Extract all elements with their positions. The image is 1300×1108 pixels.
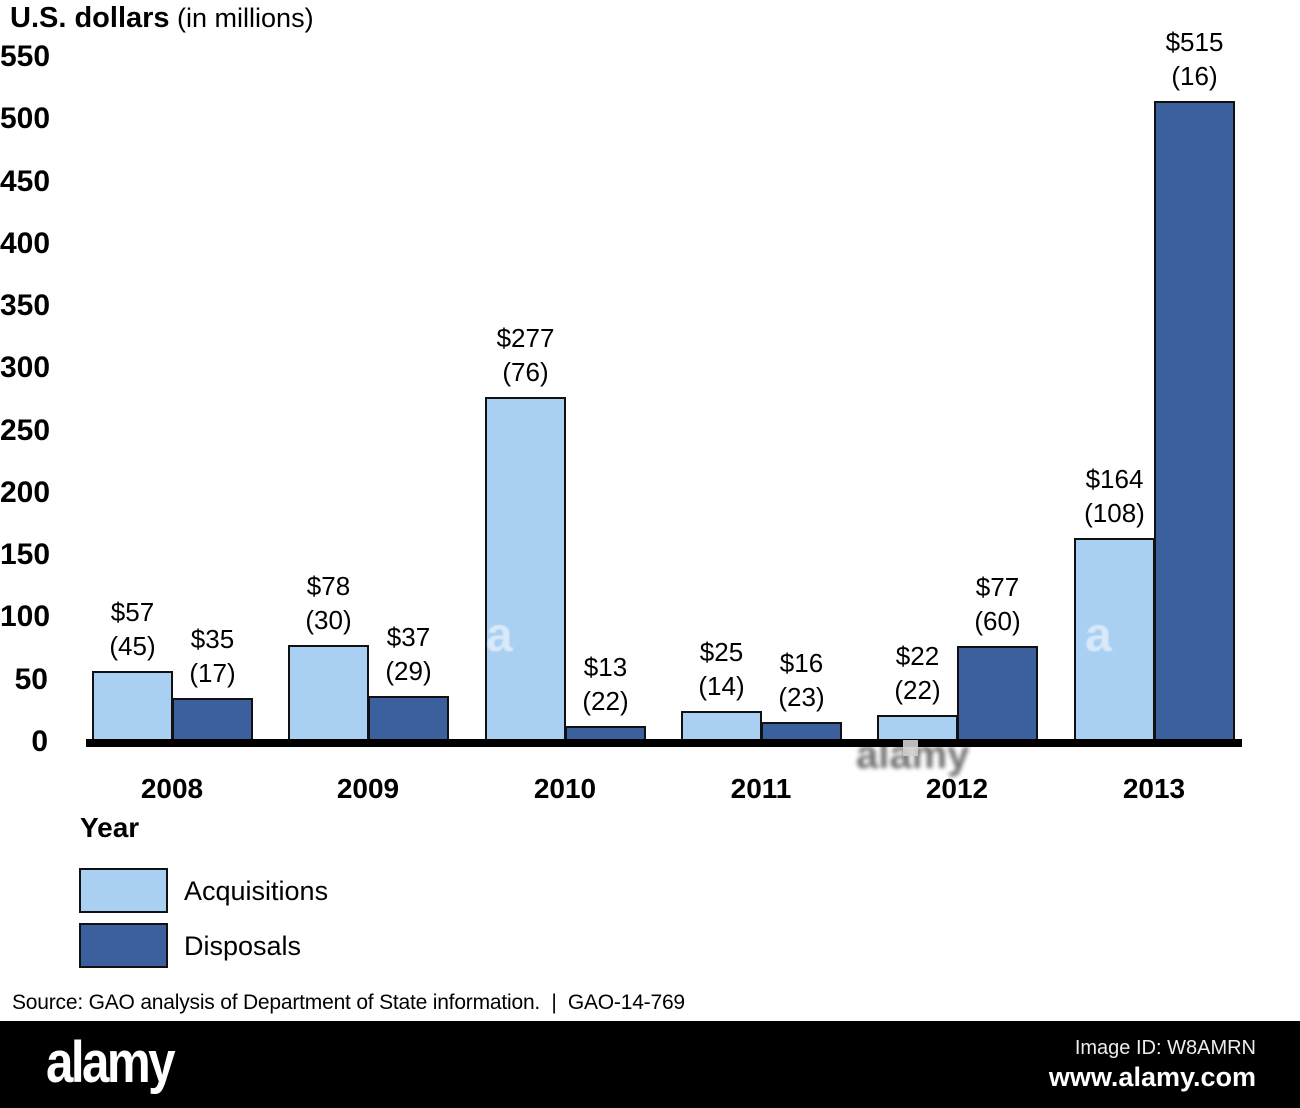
y-tick-400: 400 xyxy=(0,226,51,260)
alamy-info: Image ID: W8AMRN www.alamy.com xyxy=(1049,1035,1256,1093)
acquisitions-bar-2013 xyxy=(1074,537,1155,746)
count-label: (22) xyxy=(582,685,629,716)
x-tick-2010: 2010 xyxy=(533,773,597,804)
x-tick-2009: 2009 xyxy=(336,773,400,804)
value-label: $77 xyxy=(975,572,1020,603)
y-tick-0: 0 xyxy=(31,725,48,758)
count-label: (23) xyxy=(778,682,825,713)
legend-label-disposals: Disposals xyxy=(184,931,302,961)
acquisitions-label-2009: $78 (30) xyxy=(259,569,399,637)
x-tick-2008: 2008 xyxy=(140,773,204,804)
count-label: (108) xyxy=(1084,497,1145,528)
disposals-label-2012: $77 (60) xyxy=(928,570,1068,638)
value-label: $277 xyxy=(496,323,555,353)
chart-title: U.S. dollars (in millions) xyxy=(10,2,314,35)
acquisitions-label-2012: $22 (22) xyxy=(848,639,988,707)
value-label: $37 xyxy=(386,621,431,652)
count-label: (16) xyxy=(1171,60,1218,91)
chart-title-main: U.S. dollars xyxy=(10,2,170,34)
y-tick-350: 350 xyxy=(0,289,51,323)
value-label: $25 xyxy=(699,636,744,667)
disposals-label-2010: $13 (22) xyxy=(536,650,676,718)
disposals-label-2011: $16 (23) xyxy=(732,646,872,714)
value-label: $16 xyxy=(779,648,824,679)
value-label: $57 xyxy=(110,597,155,627)
acquisitions-label-2013: $164 (108) xyxy=(1045,462,1185,530)
alamy-image-id: Image ID: W8AMRN xyxy=(1074,1037,1256,1059)
count-label: (60) xyxy=(974,606,1021,637)
value-label: $13 xyxy=(583,651,628,682)
legend-label-acquisitions: Acquisitions xyxy=(184,876,329,906)
y-tick-450: 450 xyxy=(0,164,51,198)
acquisitions-label-2010: $277 (76) xyxy=(456,321,596,389)
value-label: $164 xyxy=(1085,463,1144,494)
y-tick-200: 200 xyxy=(0,475,51,509)
disposals-label-2009: $37 (29) xyxy=(339,620,479,688)
count-label: (17) xyxy=(189,658,236,689)
value-label: $35 xyxy=(190,624,235,655)
disposals-swatch xyxy=(79,923,168,968)
y-tick-50: 50 xyxy=(14,662,48,696)
alamy-letter-watermark: a xyxy=(486,609,513,662)
x-tick-2012: 2012 xyxy=(925,773,989,804)
acquisitions-label-2011: $25 (14) xyxy=(652,635,792,703)
disposals-label-2008: $35 (17) xyxy=(143,622,283,690)
x-axis-title: Year xyxy=(80,812,140,843)
y-tick-550: 550 xyxy=(0,40,51,73)
value-label: $78 xyxy=(306,570,351,601)
value-label: $22 xyxy=(895,640,940,671)
y-tick-250: 250 xyxy=(0,413,51,447)
disposals-bar-2008 xyxy=(172,698,253,746)
source-attribution: Source: GAO analysis of Department of St… xyxy=(12,991,685,1014)
y-tick-150: 150 xyxy=(0,538,51,572)
count-label: (14) xyxy=(698,670,745,701)
alamy-url: www.alamy.com xyxy=(1048,1062,1256,1092)
y-tick-100: 100 xyxy=(0,600,51,634)
count-label: (30) xyxy=(305,604,352,635)
y-tick-500: 500 xyxy=(0,102,51,136)
alamy-logo: alamy xyxy=(46,1030,176,1095)
count-label: (29) xyxy=(385,655,432,686)
watermark-artifact xyxy=(903,740,918,756)
alamy-letter-watermark: a xyxy=(1085,609,1112,662)
acquisitions-swatch xyxy=(79,868,168,913)
count-label: (76) xyxy=(502,357,549,387)
alamy-watermark-bar: alamy Image ID: W8AMRN www.alamy.com xyxy=(0,1021,1300,1108)
x-tick-2011: 2011 xyxy=(730,773,792,804)
acquisitions-bar-2008 xyxy=(92,671,173,746)
disposals-label-2013: $515 (16) xyxy=(1125,25,1265,93)
count-label: (45) xyxy=(109,631,156,661)
acquisitions-label-2008: $57 (45) xyxy=(63,595,203,663)
x-tick-2013: 2013 xyxy=(1122,773,1186,804)
acquisitions-bar-2010 xyxy=(485,397,566,746)
x-axis-baseline xyxy=(86,739,1242,747)
acquisitions-bar-2009 xyxy=(288,644,369,746)
y-tick-300: 300 xyxy=(0,351,51,385)
value-label: $515 xyxy=(1165,26,1224,57)
disposals-bar-2013 xyxy=(1154,100,1235,746)
chart-title-units: (in millions) xyxy=(169,3,314,33)
count-label: (22) xyxy=(894,674,941,705)
